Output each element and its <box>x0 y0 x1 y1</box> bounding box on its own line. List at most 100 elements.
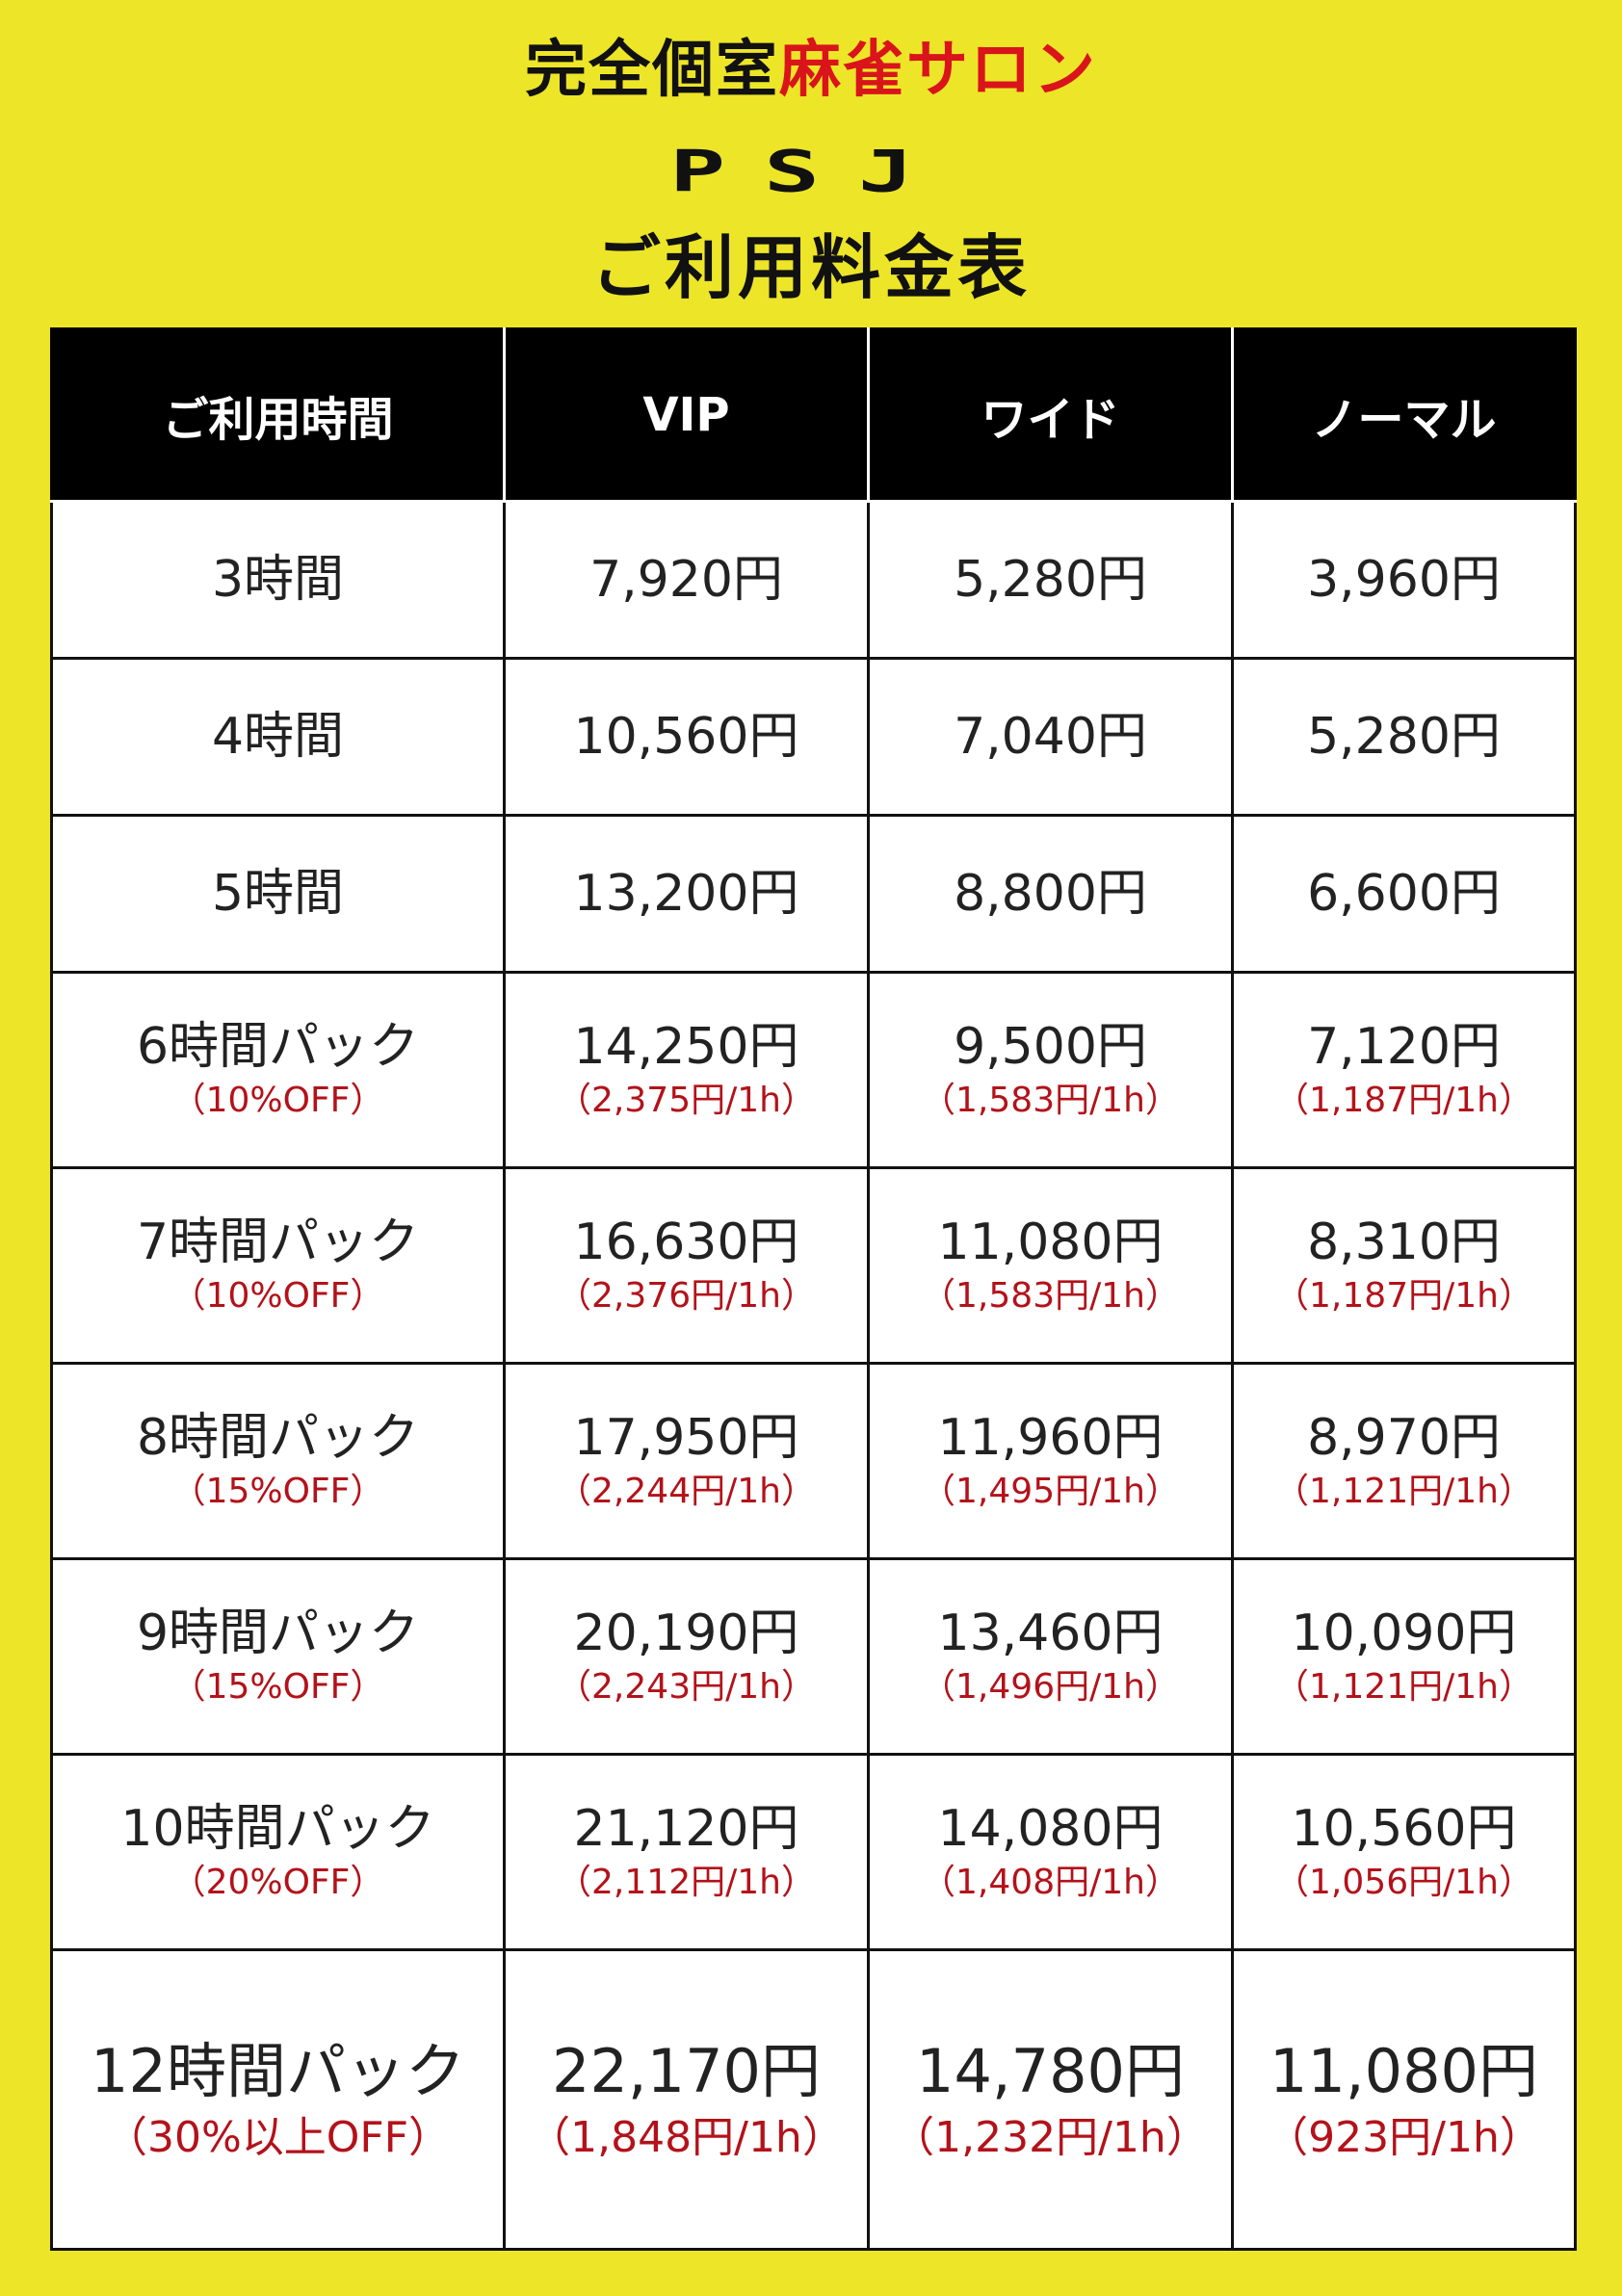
vip-price: 7,920円 <box>589 551 783 609</box>
vip-hourly-rate: （2,112円/1h） <box>557 1863 816 1902</box>
vip-price-cell: 7,920円 <box>503 500 870 660</box>
vip-price: 13,200円 <box>573 865 799 923</box>
time-label: 5時間 <box>211 865 345 923</box>
table-row: 4時間 10,560円 7,040円 5,280円 <box>50 657 1577 817</box>
time-cell: 6時間パック （10%OFF） <box>50 971 506 1169</box>
time-label: 6時間パック <box>136 1018 420 1076</box>
column-header-normal: ノーマル <box>1231 327 1577 503</box>
wide-price-cell: 13,460円 （1,496円/1h） <box>867 1557 1234 1756</box>
time-cell: 3時間 <box>50 500 506 660</box>
column-header-time: ご利用時間 <box>50 327 506 503</box>
table-row: 9時間パック （15%OFF） 20,190円 （2,243円/1h） 13,460… <box>50 1557 1577 1756</box>
table-row: 8時間パック （15%OFF） 17,950円 （2,244円/1h） 11,960… <box>50 1362 1577 1560</box>
subtitle: 完全個室麻雀サロン <box>0 27 1622 114</box>
discount-label: （10%OFF） <box>170 1081 385 1120</box>
time-cell: 4時間 <box>50 657 506 817</box>
subtitle-mahjong-salon: 麻雀サロン <box>779 35 1097 106</box>
normal-price: 11,080円 <box>1269 2036 1538 2106</box>
vip-price-cell: 14,250円 （2,375円/1h） <box>503 971 870 1169</box>
discount-label: （20%OFF） <box>170 1863 385 1902</box>
normal-hourly-rate: （1,187円/1h） <box>1274 1081 1533 1120</box>
vip-price-cell: 16,630円 （2,376円/1h） <box>503 1166 870 1365</box>
normal-hourly-rate: （923円/1h） <box>1266 2113 1542 2162</box>
time-cell: 10時間パック （20%OFF） <box>50 1753 506 1951</box>
vip-price-cell: 13,200円 <box>503 814 870 974</box>
normal-price-cell: 8,970円 （1,121円/1h） <box>1231 1362 1577 1560</box>
time-label: 7時間パック <box>136 1213 420 1271</box>
table-row: 3時間 7,920円 5,280円 3,960円 <box>50 500 1577 660</box>
normal-price-cell: 11,080円 （923円/1h） <box>1231 1948 1577 2251</box>
time-cell: 9時間パック （15%OFF） <box>50 1557 506 1756</box>
vip-price: 20,190円 <box>573 1605 799 1662</box>
time-label: 12時間パック <box>91 2036 465 2106</box>
time-label: 8時間パック <box>136 1409 420 1467</box>
time-cell: 5時間 <box>50 814 506 974</box>
discount-label: （15%OFF） <box>170 1472 385 1511</box>
time-label: 9時間パック <box>136 1605 420 1662</box>
vip-price-cell: 17,950円 （2,244円/1h） <box>503 1362 870 1560</box>
time-label: 4時間 <box>211 708 345 766</box>
vip-price-cell: 22,170円 （1,848円/1h） <box>503 1948 870 2251</box>
table-row: 10時間パック （20%OFF） 21,120円 （2,112円/1h） 14,08… <box>50 1753 1577 1951</box>
time-cell: 7時間パック （10%OFF） <box>50 1166 506 1365</box>
wide-hourly-rate: （1,583円/1h） <box>921 1276 1180 1316</box>
wide-hourly-rate: （1,232円/1h） <box>892 2113 1209 2162</box>
wide-hourly-rate: （1,495円/1h） <box>921 1472 1180 1511</box>
vip-price: 10,560円 <box>573 708 799 766</box>
page-title: ご利用料金表 <box>590 227 1031 308</box>
wide-price-cell: 14,780円 （1,232円/1h） <box>867 1948 1234 2251</box>
wide-price-cell: 9,500円 （1,583円/1h） <box>867 971 1234 1169</box>
wide-price: 11,080円 <box>937 1213 1164 1271</box>
normal-price: 10,560円 <box>1291 1800 1517 1858</box>
time-label: 3時間 <box>211 551 345 609</box>
vip-price: 14,250円 <box>573 1018 799 1076</box>
vip-hourly-rate: （1,848円/1h） <box>528 2113 845 2162</box>
table-row: 7時間パック （10%OFF） 16,630円 （2,376円/1h） 11,080… <box>50 1166 1577 1365</box>
normal-price-cell: 7,120円 （1,187円/1h） <box>1231 971 1577 1169</box>
vip-price: 21,120円 <box>573 1800 799 1858</box>
table-row: 5時間 13,200円 8,800円 6,600円 <box>50 814 1577 974</box>
vip-price: 17,950円 <box>573 1409 799 1467</box>
vip-price: 22,170円 <box>552 2036 821 2106</box>
wide-price: 9,500円 <box>954 1018 1147 1076</box>
column-header-vip: VIP <box>503 327 870 503</box>
normal-price: 6,600円 <box>1307 865 1501 923</box>
price-table: ご利用時間 VIP ワイド ノーマル 3時間 7,920円 5,280円 3,9… <box>50 327 1577 2251</box>
vip-price: 16,630円 <box>573 1213 799 1271</box>
wide-price: 7,040円 <box>954 708 1147 766</box>
normal-price: 8,970円 <box>1307 1409 1501 1467</box>
normal-price: 5,280円 <box>1307 708 1501 766</box>
wide-hourly-rate: （1,496円/1h） <box>921 1667 1180 1707</box>
normal-price: 7,120円 <box>1307 1018 1501 1076</box>
table-header-row: ご利用時間 VIP ワイド ノーマル <box>50 327 1577 503</box>
table-row: 6時間パック （10%OFF） 14,250円 （2,375円/1h） 9,500円… <box>50 971 1577 1169</box>
discount-label: （10%OFF） <box>170 1276 385 1316</box>
wide-price-cell: 11,080円 （1,583円/1h） <box>867 1166 1234 1365</box>
wide-price: 11,960円 <box>937 1409 1164 1467</box>
wide-price-cell: 14,080円 （1,408円/1h） <box>867 1753 1234 1951</box>
normal-price-cell: 10,560円 （1,056円/1h） <box>1231 1753 1577 1951</box>
subtitle-private-room: 完全個室 <box>525 35 779 106</box>
normal-price-cell: 3,960円 <box>1231 500 1577 660</box>
discount-label: （15%OFF） <box>170 1667 385 1707</box>
vip-hourly-rate: （2,375円/1h） <box>557 1081 816 1120</box>
wide-hourly-rate: （1,583円/1h） <box>921 1081 1180 1120</box>
vip-hourly-rate: （2,243円/1h） <box>557 1667 816 1707</box>
time-cell: 12時間パック （30%以上OFF） <box>50 1948 506 2251</box>
normal-price: 8,310円 <box>1307 1213 1501 1271</box>
time-label: 10時間パック <box>120 1800 435 1858</box>
table-row: 12時間パック （30%以上OFF） 22,170円 （1,848円/1h） 14,… <box>50 1948 1577 2251</box>
normal-price-cell: 5,280円 <box>1231 657 1577 817</box>
normal-price: 10,090円 <box>1291 1605 1517 1662</box>
vip-hourly-rate: （2,244円/1h） <box>557 1472 816 1511</box>
time-cell: 8時間パック （15%OFF） <box>50 1362 506 1560</box>
normal-hourly-rate: （1,121円/1h） <box>1274 1667 1533 1707</box>
wide-price-cell: 5,280円 <box>867 500 1234 660</box>
wide-price-cell: 7,040円 <box>867 657 1234 817</box>
wide-price: 14,780円 <box>916 2036 1185 2106</box>
discount-label: （30%以上OFF） <box>104 2113 452 2162</box>
normal-price-cell: 6,600円 <box>1231 814 1577 974</box>
normal-price-cell: 8,310円 （1,187円/1h） <box>1231 1166 1577 1365</box>
wide-price-cell: 11,960円 （1,495円/1h） <box>867 1362 1234 1560</box>
vip-price-cell: 20,190円 （2,243円/1h） <box>503 1557 870 1756</box>
